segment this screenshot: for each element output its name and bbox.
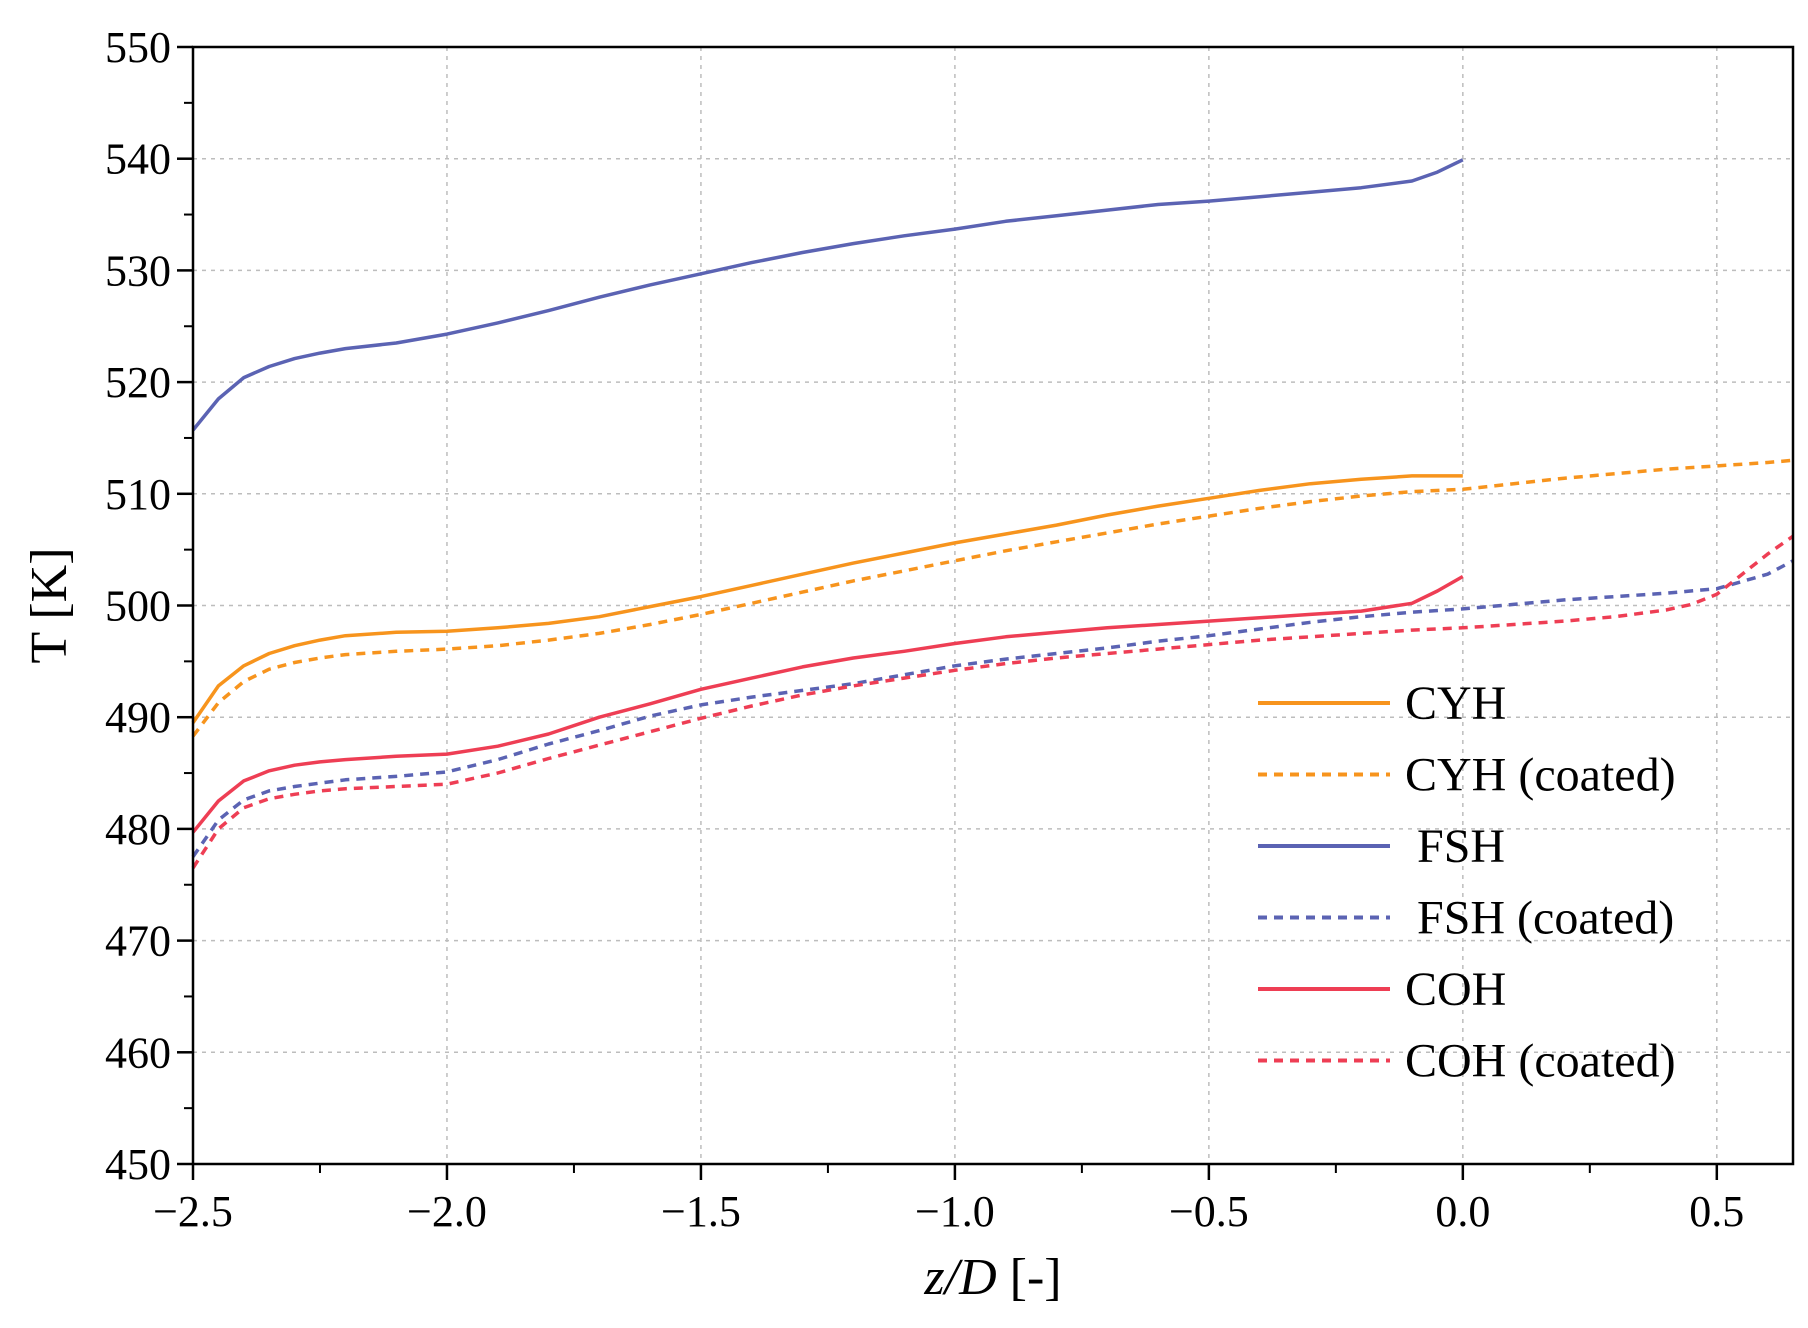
series-line-coh [191,574,1464,834]
legend-label: CYH [1405,677,1506,730]
legend-label: CYH (coated) [1405,749,1676,802]
tick-labels: −2.5 −2.0 −1.5 −1.0 −0.5 0.0 0.5 450 460 470 480 49… [105,23,1744,1236]
series-line-fsh-coated [191,559,1794,858]
y-tick-label: 510 [105,470,171,519]
y-tick-label: 540 [105,135,171,184]
y-tick-label: 500 [105,582,171,631]
x-tick-label: −2.0 [407,1187,487,1236]
y-tick-label: 470 [105,917,171,966]
y-tick-label: 490 [105,693,171,742]
grid-lines [193,47,1793,1164]
legend: CYH CYH (coated) FSH FSH (coated) COH COH (… [1258,677,1676,1088]
axis-ticks [177,45,1719,1180]
x-axis-title-variable: z/D [923,1249,996,1306]
series-line-coh-coated [191,534,1795,869]
x-tick-label: −1.0 [915,1187,995,1236]
legend-label: COH (coated) [1405,1035,1676,1088]
y-axis-title: T [K] [21,547,78,663]
y-tick-label: 450 [105,1140,171,1189]
x-axis-title-unit: [-] [997,1249,1062,1306]
series-layer [191,158,1795,869]
y-tick-label: 480 [105,805,171,854]
series-line-cyh-coated [191,458,1794,738]
y-tick-label: 520 [105,358,171,407]
legend-label: FSH (coated) [1405,892,1674,945]
y-tick-label: 460 [105,1028,171,1077]
series-line-cyh [191,474,1463,724]
y-tick-label: 550 [105,23,171,72]
x-tick-label: −0.5 [1169,1187,1249,1236]
x-tick-label: 0.0 [1435,1187,1490,1236]
x-tick-label: 0.5 [1689,1187,1744,1236]
y-tick-label: 530 [105,246,171,295]
x-axis-title: z/D [-] [923,1249,1061,1306]
series-line-fsh [191,158,1464,432]
legend-label: COH [1405,963,1506,1016]
legend-label: FSH [1405,820,1505,873]
x-tick-label: −1.5 [661,1187,741,1236]
x-tick-label: −2.5 [153,1187,233,1236]
